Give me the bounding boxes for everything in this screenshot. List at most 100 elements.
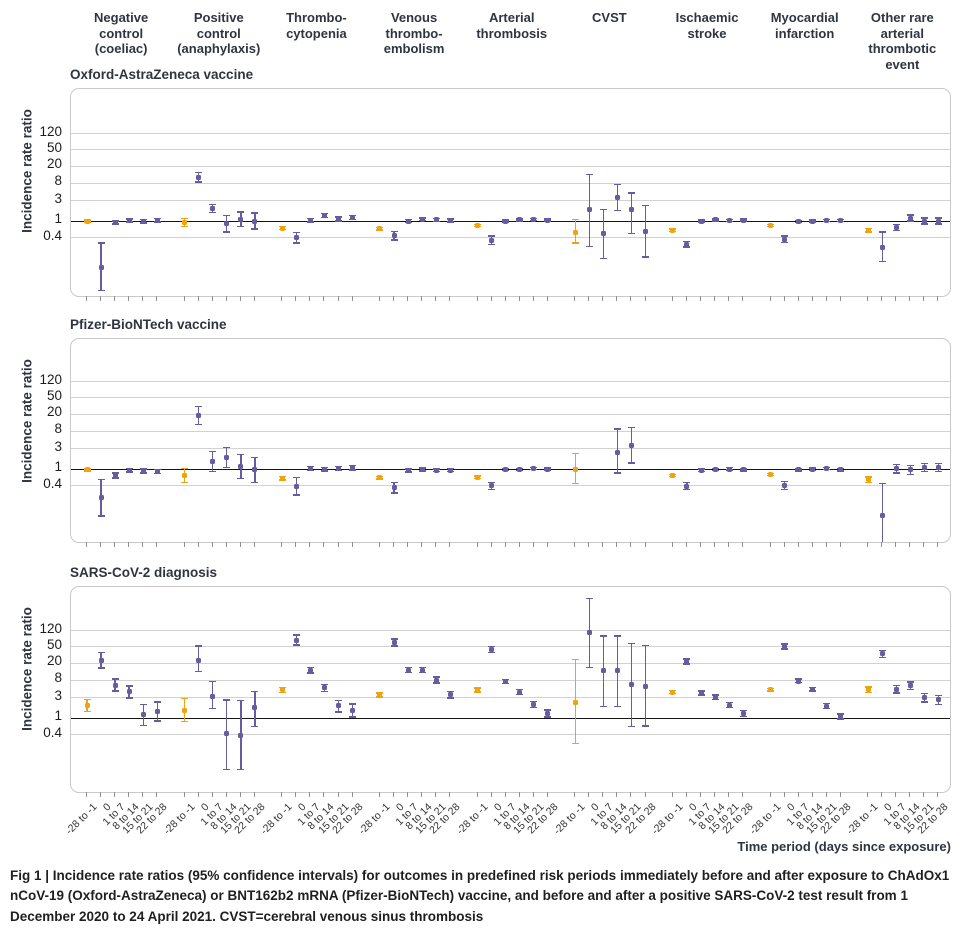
error-bar-cap: [781, 241, 789, 244]
y-tick-label: 0.4: [43, 227, 62, 243]
error-bar-cap: [153, 720, 161, 722]
axis-tick: [114, 542, 116, 547]
data-point: [600, 668, 606, 674]
error-bar-cap: [97, 515, 105, 517]
axis-tick: [937, 542, 939, 547]
error-bar-cap: [585, 597, 593, 600]
grid-line: [71, 679, 950, 681]
error-bar-cap: [251, 726, 259, 728]
grid-line: [71, 630, 950, 632]
axis-tick: [909, 296, 911, 301]
axis-tick: [476, 542, 478, 547]
data-point: [935, 218, 941, 224]
error-bar-cap: [599, 257, 607, 259]
error-bar-cap: [906, 214, 914, 216]
data-point: [628, 681, 634, 687]
axis-tick: [644, 542, 646, 547]
error-bar-cap: [390, 481, 398, 484]
column-header: Thrombo- cytopenia: [286, 10, 347, 41]
data-point: [391, 639, 397, 645]
error-bar-cap: [209, 203, 217, 205]
error-bar-cap: [446, 690, 454, 693]
error-bar-cap: [627, 726, 635, 728]
axis-tick: [895, 296, 897, 301]
data-point: [796, 219, 802, 225]
column-header: CVST: [592, 10, 627, 25]
error-bar-cap: [627, 462, 635, 464]
grid-line: [71, 697, 950, 699]
column-header: Other rare arterial thrombotic event: [868, 10, 937, 72]
error-bar-cap: [892, 223, 900, 226]
axis-tick: [728, 296, 730, 301]
data-point: [824, 703, 830, 709]
y-tick-label: 50: [46, 139, 62, 155]
error-bar-cap: [237, 699, 245, 702]
error-bar-cap: [97, 478, 105, 480]
data-point: [796, 467, 802, 473]
axis-tick: [378, 792, 380, 797]
error-bar-cap: [125, 685, 133, 687]
axis-tick: [714, 296, 716, 301]
axis-tick: [351, 792, 353, 797]
data-point: [614, 449, 620, 455]
data-point: [600, 231, 606, 237]
data-point: [712, 217, 718, 223]
error-bar-cap: [934, 470, 942, 473]
error-bar-cap: [292, 644, 300, 646]
data-point: [433, 217, 439, 223]
axis-tick: [909, 542, 911, 547]
error-bar-cap: [306, 672, 314, 674]
data-point: [98, 264, 104, 270]
data-point: [182, 473, 188, 478]
error-bar-cap: [613, 706, 621, 708]
data-point: [865, 687, 871, 693]
error-bar-cap: [488, 488, 496, 490]
grid-line: [71, 430, 950, 432]
error-bar-cap: [97, 651, 105, 654]
data-point: [447, 692, 453, 698]
error-bar-cap: [209, 470, 217, 473]
axis-tick: [128, 296, 130, 301]
error-bar-cap: [292, 494, 300, 496]
data-point: [154, 469, 160, 475]
error-bar-cap: [237, 477, 245, 479]
axis-tick: [923, 296, 925, 301]
grid-line: [71, 149, 950, 151]
error-bar-cap: [292, 477, 300, 479]
axis-tick: [532, 542, 534, 547]
axis-tick: [518, 296, 520, 301]
data-point: [726, 702, 732, 708]
data-point: [391, 233, 397, 239]
axis-tick: [323, 792, 325, 797]
data-point: [698, 218, 704, 224]
data-point: [810, 686, 816, 692]
data-point: [336, 465, 341, 471]
axis-tick: [671, 792, 673, 797]
axis-tick: [281, 296, 283, 301]
axis-tick: [225, 792, 227, 797]
data-point: [670, 227, 676, 233]
data-point: [293, 235, 299, 241]
data-point: [321, 213, 327, 219]
y-tick-label: 8: [54, 670, 62, 686]
error-bar-cap: [892, 463, 900, 465]
error-bar-cap: [906, 689, 914, 691]
axis-tick: [239, 792, 241, 797]
axis-tick: [407, 296, 409, 301]
error-bar-cap: [585, 666, 593, 669]
error-bar-cap: [237, 453, 245, 456]
axis-tick: [490, 296, 492, 301]
y-tick-label: 8: [54, 173, 62, 189]
data-point: [405, 218, 411, 224]
error-bar-cap: [906, 220, 914, 222]
data-point: [907, 215, 913, 221]
axis-tick: [197, 792, 199, 797]
error-bar-cap: [320, 690, 328, 693]
data-point: [84, 467, 90, 473]
data-point: [517, 466, 523, 472]
error-bar-cap: [920, 462, 928, 465]
data-point: [419, 667, 425, 673]
data-point: [503, 218, 509, 224]
data-point: [377, 475, 383, 481]
axis-tick: [309, 542, 311, 547]
